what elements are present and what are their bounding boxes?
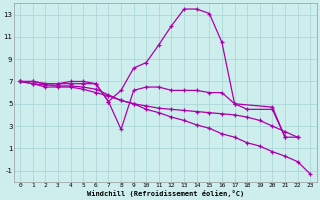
X-axis label: Windchill (Refroidissement éolien,°C): Windchill (Refroidissement éolien,°C): [87, 190, 244, 197]
